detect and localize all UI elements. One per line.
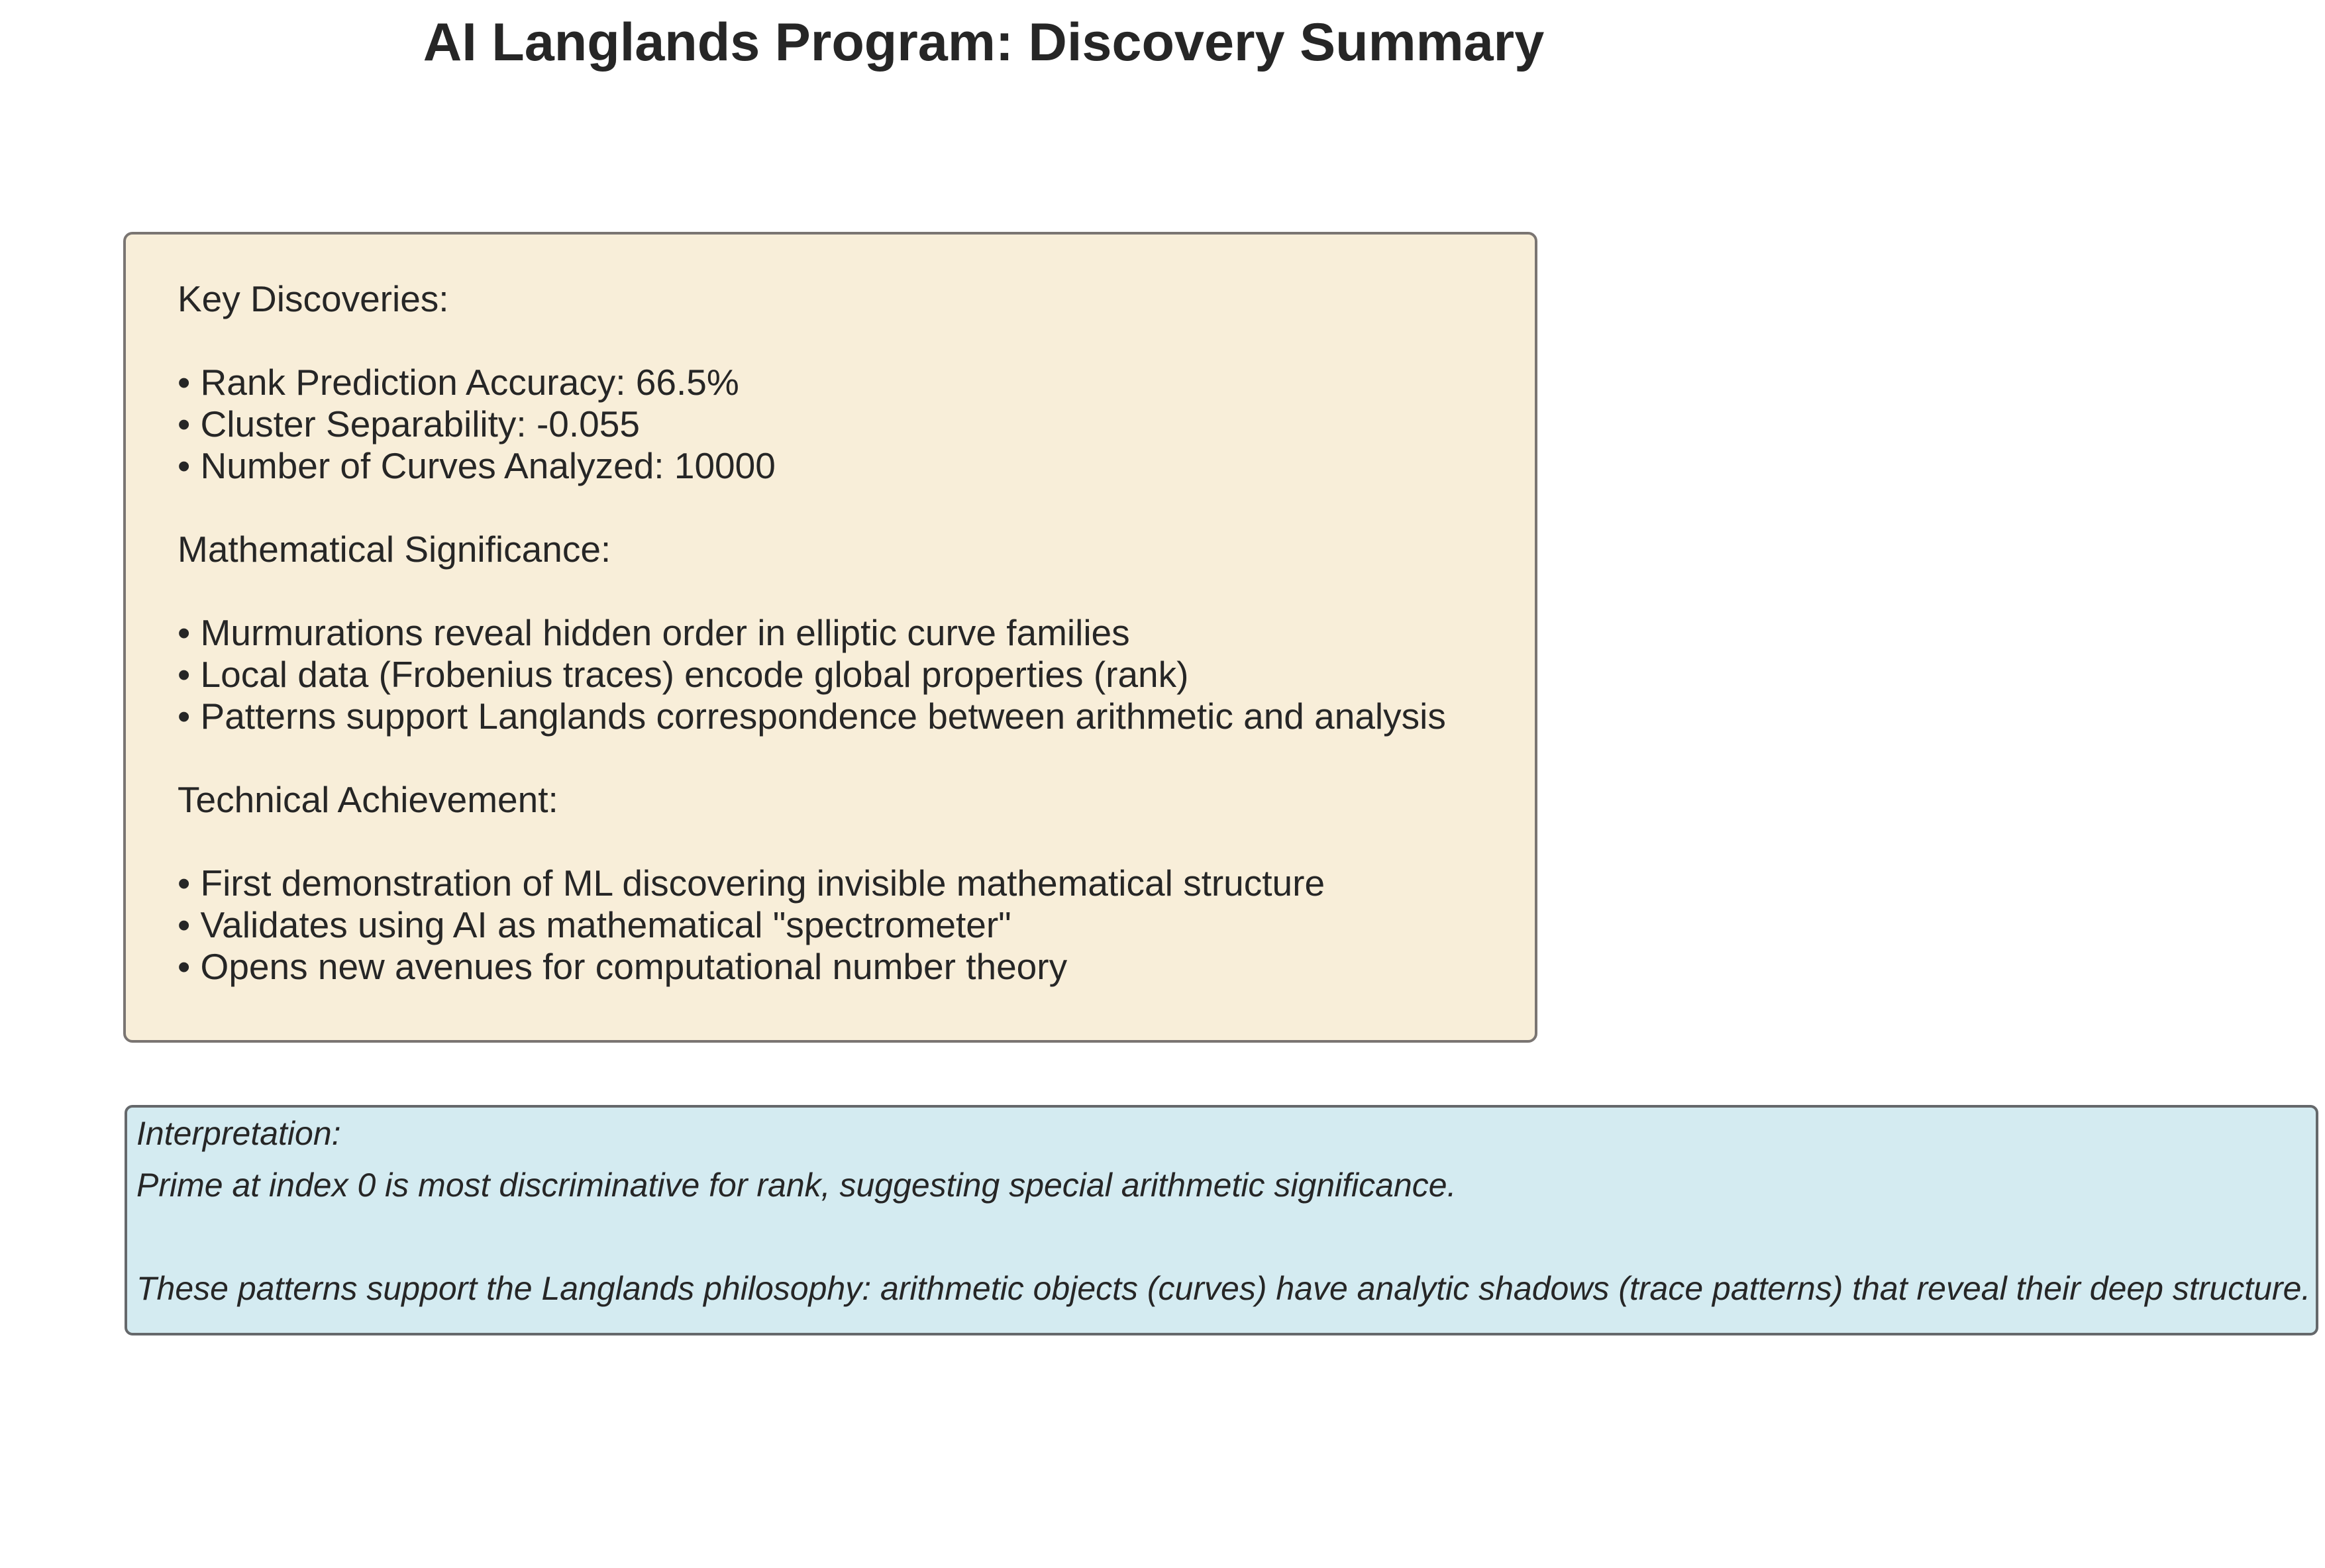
technical-achievement-item: • Opens new avenues for computational nu… [178,946,1068,987]
math-significance-item: • Local data (Frobenius traces) encode g… [178,654,1189,695]
math-significance-item: • Patterns support Langlands corresponde… [178,696,1446,737]
discovery-summary-panel: Key Discoveries: • Rank Prediction Accur… [123,232,1537,1043]
key-discoveries-heading: Key Discoveries: [178,278,449,319]
interpretation-heading: Interpretation: [136,1115,341,1152]
discovery-summary-text: Key Discoveries: • Rank Prediction Accur… [178,278,1446,988]
math-significance-item: • Murmurations reveal hidden order in el… [178,612,1130,653]
interpretation-text: Interpretation: Prime at index 0 is most… [136,1108,2310,1314]
interpretation-panel: Interpretation: Prime at index 0 is most… [125,1105,2318,1335]
page-title: AI Langlands Program: Discovery Summary [423,13,1545,72]
math-significance-heading: Mathematical Significance: [178,529,611,570]
technical-achievement-item: • Validates using AI as mathematical "sp… [178,904,1011,945]
technical-achievement-item: • First demonstration of ML discovering … [178,862,1325,904]
key-discovery-item: • Rank Prediction Accuracy: 66.5% [178,362,739,403]
interpretation-line: These patterns support the Langlands phi… [136,1270,2311,1307]
interpretation-line: Prime at index 0 is most discriminative … [136,1167,1457,1204]
key-discovery-item: • Number of Curves Analyzed: 10000 [178,445,776,486]
technical-achievement-heading: Technical Achievement: [178,779,558,820]
key-discovery-item: • Cluster Separability: -0.055 [178,403,640,444]
